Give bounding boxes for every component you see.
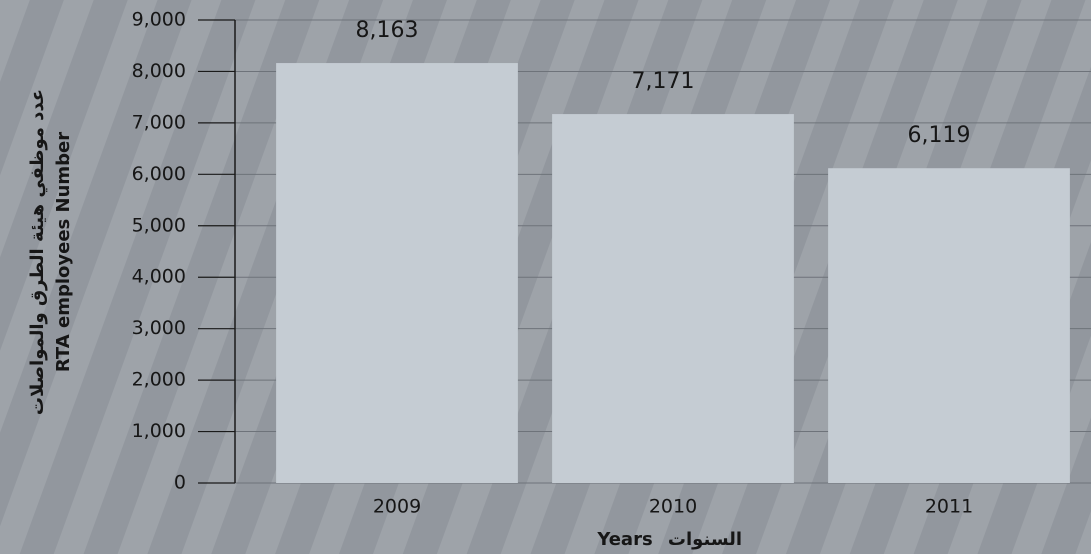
- bar: [276, 63, 518, 484]
- y-axis-title-ar: عدد موظفي هيئة الطرق والمواصلات: [27, 89, 48, 415]
- y-tick-label: 7,000: [132, 111, 186, 133]
- y-tick-label: 3,000: [132, 317, 186, 339]
- x-tick-label: 2010: [649, 496, 697, 518]
- y-tick-label: 0: [174, 472, 186, 494]
- y-axis-title: RTA employees Number: [53, 132, 74, 372]
- y-tick-label: 2,000: [132, 369, 186, 391]
- data-label: 6,119: [908, 123, 971, 148]
- y-tick-label: 9,000: [132, 9, 186, 31]
- data-label: 7,171: [632, 69, 695, 94]
- x-axis-title: Years: [596, 529, 652, 550]
- bar: [552, 114, 794, 483]
- x-tick-label: 2011: [925, 496, 973, 518]
- y-tick-label: 5,000: [132, 214, 186, 236]
- x-axis-title-ar: السنوات: [668, 529, 742, 550]
- x-tick-label: 2009: [373, 496, 421, 518]
- y-tick-label: 6,000: [132, 163, 186, 185]
- y-tick-label: 8,000: [132, 60, 186, 82]
- bar: [828, 168, 1070, 484]
- y-tick-label: 1,000: [132, 420, 186, 442]
- y-tick-label: 4,000: [132, 266, 186, 288]
- data-label: 8,163: [356, 18, 419, 43]
